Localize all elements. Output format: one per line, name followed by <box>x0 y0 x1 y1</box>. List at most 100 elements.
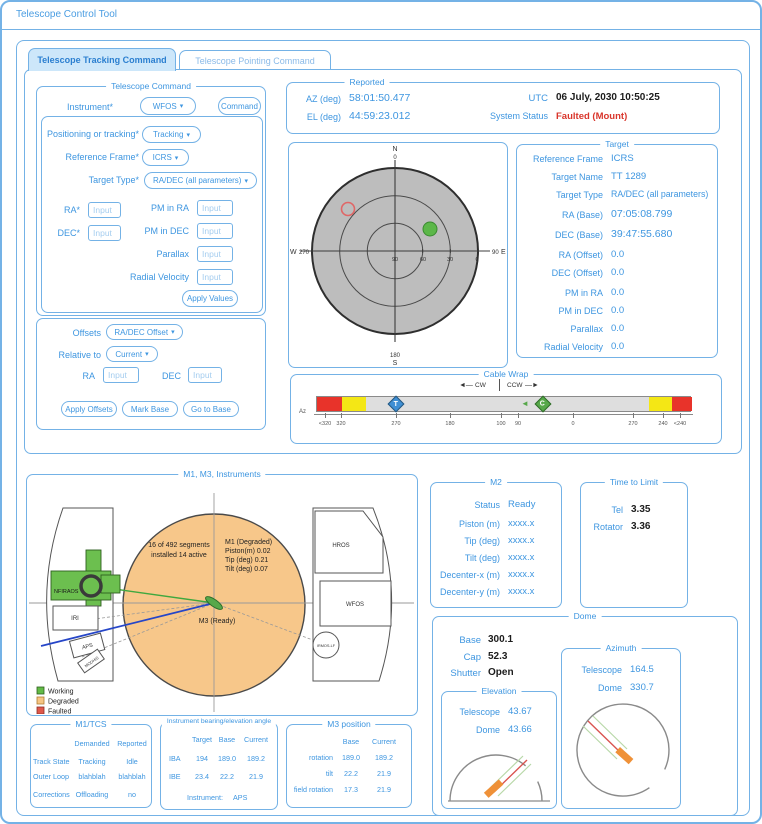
parallax-input[interactable] <box>197 246 233 262</box>
el-label: EL (deg) <box>306 112 341 122</box>
command-button[interactable]: Command <box>218 97 261 115</box>
m3-header: Base <box>342 737 360 746</box>
current-wrap-marker-label: C <box>540 400 546 408</box>
tab-telescope-tracking-command[interactable]: Telescope Tracking Command <box>28 48 176 71</box>
south-label: S <box>393 360 398 366</box>
title-separator <box>2 29 760 30</box>
radial-velocity-label: Radial Velocity <box>129 272 189 282</box>
wrap-axis-line <box>314 414 693 415</box>
ia-footer-label: Instrument: <box>187 793 223 802</box>
elevation-telescope-value: 43.67 <box>508 706 532 717</box>
m3-position-panel: M3 position Base Current rotation 189.0 … <box>286 718 412 808</box>
offset-dec-input[interactable] <box>188 367 222 383</box>
m1-tcs-header: Reported <box>117 739 147 748</box>
aps-label: APS <box>81 643 94 652</box>
target-row-value: 0.0 <box>611 287 625 298</box>
m2-row-value: xxxx.x <box>508 569 535 580</box>
wrap-tick-label: 240 <box>658 421 668 427</box>
sky-plot-panel: N 0 180 S W 270 90 E 90 60 30 0 <box>288 142 508 368</box>
el-label-0: 0 <box>475 257 478 263</box>
m3-status-label: M3 (Ready) <box>199 618 236 625</box>
legend-degraded-swatch <box>36 696 45 705</box>
go-to-base-button[interactable]: Go to Base <box>183 401 239 417</box>
pm-ra-label: PM in RA <box>150 203 189 213</box>
m2-row-label: Tilt (deg) <box>464 553 500 563</box>
target-row-value: TT 1289 <box>611 171 647 182</box>
target-type-value: RA/DEC (all parameters) <box>153 176 242 185</box>
chevron-down-icon: ▾ <box>244 177 248 185</box>
target-row-label: PM in DEC <box>558 306 603 316</box>
apply-values-button[interactable]: Apply Values <box>182 290 238 307</box>
elevation-dome-value: 43.66 <box>508 724 532 735</box>
chevron-down-icon: ▾ <box>186 131 190 139</box>
m2-row-value: xxxx.x <box>508 552 535 563</box>
ia-cell: IBE <box>169 772 181 781</box>
m2-row-label: Tip (deg) <box>464 536 500 546</box>
offsets-dropdown[interactable]: RA/DEC Offset ▾ <box>106 324 183 340</box>
m2-row-label: Decenter-y (m) <box>439 587 500 597</box>
m2-row-value: Ready <box>508 499 536 510</box>
positioning-dropdown[interactable]: Tracking ▾ <box>142 126 201 143</box>
target-type-label: Target Type* <box>88 175 139 185</box>
current-position-dot <box>422 221 438 237</box>
m1-tcs-cell: blahblah <box>78 772 106 781</box>
relative-to-label: Relative to <box>58 350 101 360</box>
sky-plot: N 0 180 S W 270 90 E 90 60 30 0 <box>290 146 506 367</box>
pm-dec-input[interactable] <box>197 223 233 239</box>
m1-tcs-cell: Corrections <box>33 790 70 799</box>
ttl-row-label: Rotator <box>593 522 623 532</box>
target-row-value: ICRS <box>611 153 634 164</box>
wrap-tick-label: 100 <box>496 421 506 427</box>
m1-tcs-cell: Offloading <box>75 790 109 799</box>
target-row-label: DEC (Offset) <box>551 268 603 278</box>
ia-footer-value: APS <box>233 793 248 802</box>
offset-ra-input[interactable] <box>103 367 139 383</box>
radial-velocity-input[interactable] <box>197 269 233 285</box>
dec-input[interactable] <box>88 225 121 241</box>
m1-tcs-panel: M1/TCS Demanded Reported Track State Tra… <box>30 718 152 808</box>
current-wrap-arrow-icon: ◄ <box>521 399 529 408</box>
m3-header: Current <box>372 737 396 746</box>
m2-row-label: Status <box>474 500 500 510</box>
el-label-60: 60 <box>420 257 426 263</box>
tab-telescope-pointing-command[interactable]: Telescope Pointing Command <box>179 50 331 71</box>
apply-offsets-button[interactable]: Apply Offsets <box>61 401 117 417</box>
m1-status-line: M1 (Degraded) <box>225 539 272 546</box>
ia-cell: 189.2 <box>247 754 265 763</box>
relative-to-dropdown[interactable]: Current ▾ <box>106 346 158 362</box>
azimuth-dome-marker <box>615 747 634 765</box>
chevron-down-icon: ▾ <box>179 103 184 110</box>
wfos-label: WFOS <box>346 602 364 608</box>
dome-base-value: 300.1 <box>488 634 514 645</box>
target-type-dropdown[interactable]: RA/DEC (all parameters) ▾ <box>144 172 257 189</box>
target-row-value: 39:47:55.680 <box>611 228 673 240</box>
reported-title: Reported <box>344 76 390 88</box>
ia-header: Target <box>192 735 212 744</box>
target-title: Target <box>600 138 634 150</box>
m2-row-label: Piston (m) <box>458 519 500 529</box>
dome-shutter-label: Shutter <box>450 668 481 679</box>
west-label: W <box>290 249 297 256</box>
m3-cell: 189.0 <box>342 753 360 762</box>
reference-frame-dropdown[interactable]: ICRS ▾ <box>142 149 189 166</box>
legend-degraded-label: Degraded <box>48 699 79 706</box>
reference-frame-label: Reference Frame* <box>65 152 139 162</box>
instrument-dropdown[interactable]: WFOS ▾ <box>140 97 196 115</box>
el-value: 44:59:23.012 <box>349 110 411 122</box>
reference-frame-value: ICRS <box>152 153 172 162</box>
wrap-axis-label: Az <box>299 409 307 415</box>
target-row-label: Parallax <box>570 324 603 334</box>
m3-cell: tilt <box>325 769 333 778</box>
target-row-value: 0.0 <box>611 249 625 260</box>
mark-base-button[interactable]: Mark Base <box>122 401 178 417</box>
instrument-angles-panel: Instrument bearing/elevation angle Targe… <box>160 716 278 810</box>
offsets-panel: Offsets RA/DEC Offset ▾ Relative to Curr… <box>36 318 266 430</box>
m2-row-value: xxxx.x <box>508 535 535 546</box>
pm-ra-input[interactable] <box>197 200 233 216</box>
ra-label: RA* <box>63 205 80 215</box>
ra-input[interactable] <box>88 202 121 218</box>
target-row-value: RA/DEC (all parameters) <box>611 189 709 199</box>
wrap-divider <box>499 379 500 391</box>
dome-panel: Dome Base 300.1 Cap 52.3 Shutter Open El… <box>432 610 738 816</box>
dome-azimuth-panel: Azimuth Telescope 164.5 Dome 330.7 <box>561 642 681 809</box>
